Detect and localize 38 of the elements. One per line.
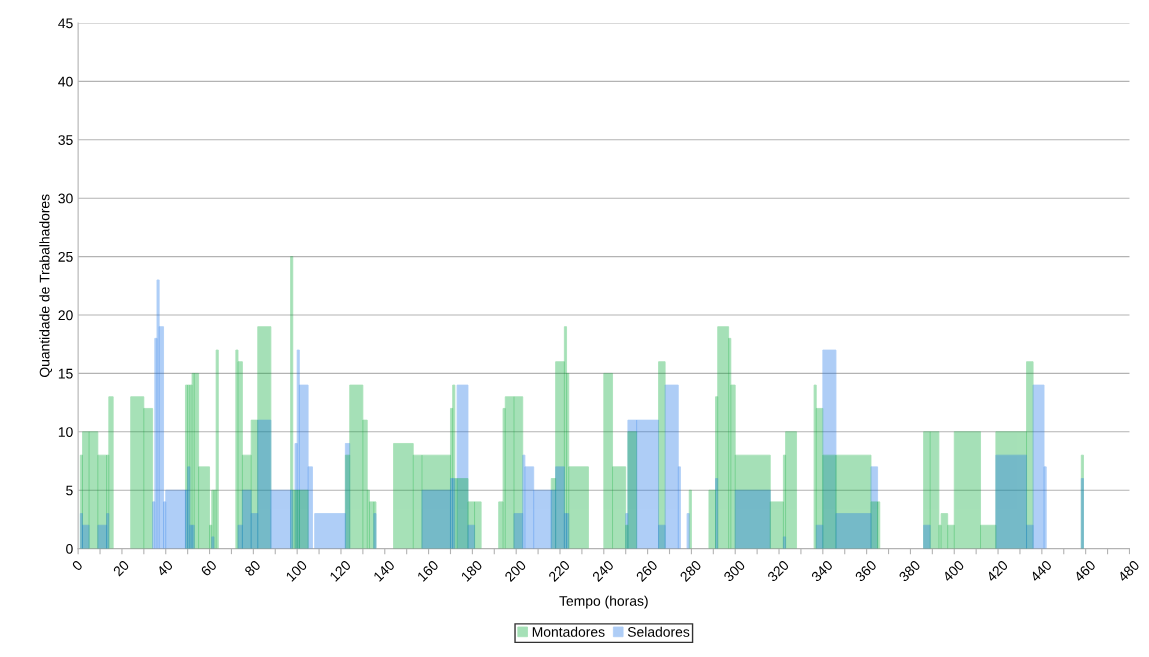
y-tick-label: 10 <box>58 427 73 437</box>
x-tick-label: 320 <box>766 559 790 583</box>
y-tick-label: 35 <box>58 135 73 145</box>
x-tick-label: 200 <box>504 559 527 583</box>
x-tick-label: 80 <box>244 559 262 577</box>
x-tick-label: 40 <box>156 559 174 577</box>
y-axis-title: Quantidade de Trabalhadores <box>39 194 53 378</box>
legend-label: Montadores <box>532 626 605 637</box>
x-tick-label: 240 <box>591 559 615 583</box>
x-tick-label: 420 <box>985 559 1009 583</box>
y-tick-label: 15 <box>58 368 73 379</box>
x-tick-label: 440 <box>1029 559 1053 583</box>
x-tick-label: 280 <box>679 559 702 583</box>
x-tick-label: 220 <box>547 559 571 583</box>
x-tick-label: 20 <box>112 559 130 577</box>
x-tick-label: 120 <box>329 559 352 582</box>
y-tick-label: 40 <box>58 76 73 87</box>
x-tick-label: 340 <box>810 559 834 583</box>
y-tick-label: 25 <box>58 251 73 262</box>
legend-label: Seladores <box>627 626 690 637</box>
x-tick-label: 180 <box>460 559 483 582</box>
x-tick-label: 380 <box>898 559 921 583</box>
y-tick-label: 45 <box>58 18 73 29</box>
y-tick-label: 5 <box>66 485 73 496</box>
x-tick-label: 460 <box>1073 559 1097 583</box>
x-tick-label: 60 <box>200 559 218 577</box>
x-tick-label: 300 <box>723 559 746 583</box>
x-tick-label: 100 <box>285 559 308 582</box>
y-tick-label: 0 <box>66 543 73 554</box>
x-tick-label: 160 <box>416 559 440 582</box>
x-tick-label: 260 <box>635 559 659 583</box>
x-tick-label: 140 <box>373 559 396 582</box>
y-tick-label: 30 <box>58 193 73 204</box>
x-tick-label: 480 <box>1117 559 1140 583</box>
y-tick-label: 20 <box>58 310 73 321</box>
x-tick-label: 400 <box>941 559 965 583</box>
x-tick-label: 360 <box>854 559 878 583</box>
x-axis-title: Tempo (horas) <box>559 595 648 609</box>
